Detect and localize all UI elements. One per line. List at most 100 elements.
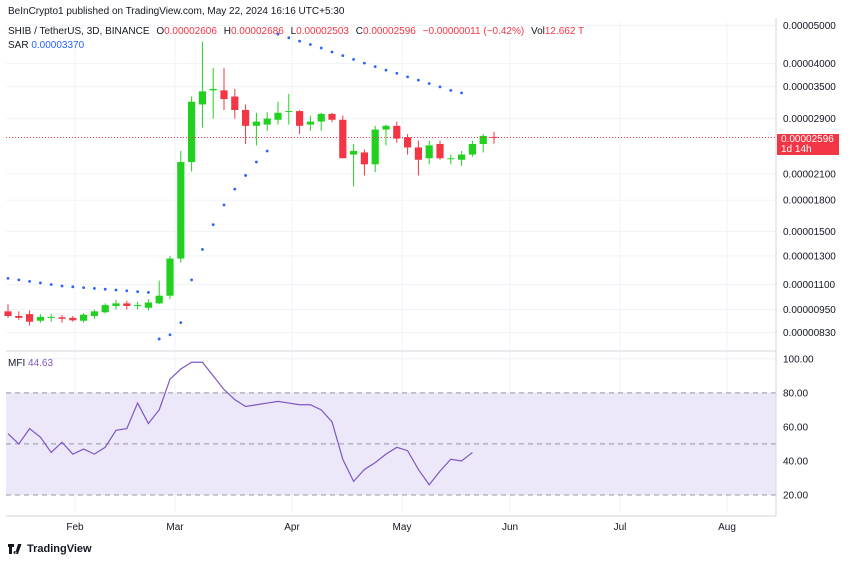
candle <box>382 124 390 146</box>
candle-body <box>15 315 23 318</box>
mfi-tick-label: 100.00 <box>783 354 814 365</box>
last-price-badge: 0.00002596 1d 14h <box>777 134 839 155</box>
candle-body <box>166 258 174 296</box>
time-tick-label: Feb <box>66 522 84 533</box>
candle-body <box>198 91 206 105</box>
candle <box>404 134 412 155</box>
sar-dot <box>319 46 323 50</box>
candle <box>15 311 23 320</box>
candle <box>479 134 487 153</box>
mfi-tick-label: 80.00 <box>783 388 808 399</box>
sar-label: SAR <box>8 40 29 51</box>
candle-body <box>306 121 314 125</box>
candle-body <box>425 145 433 159</box>
sar-dot <box>438 85 442 89</box>
sar-dot <box>17 278 21 282</box>
price-tick-label: 0.00002900 <box>783 114 836 125</box>
sar-dot <box>363 61 366 65</box>
candle <box>177 150 185 263</box>
sar-dot <box>28 279 31 283</box>
candle-body <box>252 121 260 126</box>
sar-dot <box>298 39 301 43</box>
candle <box>231 88 239 119</box>
low-value: 0.00002503 <box>296 26 349 37</box>
sar-dot <box>449 88 453 92</box>
symbol-label[interactable]: SHIB / TetherUS, 3D, BINANCE <box>8 26 150 37</box>
candle <box>188 96 196 172</box>
candle-body <box>134 305 142 307</box>
candle <box>350 143 358 187</box>
sar-dot <box>427 82 431 85</box>
candle-body <box>220 90 228 100</box>
candle <box>36 314 44 323</box>
candle-body <box>144 302 152 308</box>
candle-body <box>231 96 239 110</box>
candle-body <box>58 317 66 319</box>
time-tick-label: Apr <box>284 522 300 533</box>
price-tick-label: 0.00004000 <box>783 59 836 70</box>
candle <box>263 112 271 131</box>
sar-dot <box>352 57 355 61</box>
candle <box>328 112 336 123</box>
price-tick-label: 0.00003500 <box>783 82 836 93</box>
candle-body <box>414 147 422 160</box>
published-line: BeInCrypto1 published on TradingView.com… <box>8 6 345 17</box>
candle-body <box>26 314 34 322</box>
candle <box>490 131 498 144</box>
sar-series <box>6 32 463 341</box>
price-axis[interactable]: 0.00005000 0.00004000 0.00003500 0.00002900… <box>783 21 836 339</box>
sar-dot <box>147 291 150 294</box>
candle-body <box>47 316 55 318</box>
high-value: 0.00002686 <box>230 26 284 37</box>
candle <box>134 301 142 310</box>
price-tick-label: 0.00001300 <box>783 251 836 262</box>
pane-frames <box>6 18 777 517</box>
volume-label: Vol <box>530 26 545 37</box>
candle <box>198 41 206 128</box>
close-value: 0.00002596 <box>363 26 416 37</box>
mfi-value: 44.63 <box>28 358 54 369</box>
sar-dot <box>157 337 161 341</box>
sar-dot <box>211 223 215 227</box>
mfi-axis[interactable]: 100.00 80.00 60.00 40.00 20.00 <box>783 354 814 501</box>
time-tick-label: Mar <box>166 522 184 533</box>
candle-body <box>188 101 196 163</box>
candle-body <box>468 143 476 155</box>
price-tick-label: 0.00001800 <box>783 196 836 207</box>
candle-body <box>177 162 185 259</box>
sar-dot <box>114 288 118 292</box>
sar-legend[interactable]: SAR 0.00003370 <box>8 40 84 51</box>
candle-body <box>209 88 217 91</box>
candle <box>101 303 109 314</box>
candle-body <box>285 111 293 113</box>
time-axis[interactable]: Feb Mar Apr May Jun Jul Aug <box>66 522 736 533</box>
candle <box>69 315 77 322</box>
sar-dot <box>255 160 258 164</box>
candle <box>47 314 55 322</box>
candle <box>306 115 314 131</box>
mfi-legend[interactable]: MFI 44.63 <box>8 358 53 369</box>
mfi-line <box>7 361 473 486</box>
candle-body <box>4 311 12 316</box>
candle-body <box>80 314 88 321</box>
candle <box>425 140 433 165</box>
candle <box>112 299 120 310</box>
candle <box>123 300 131 310</box>
sar-dot <box>136 290 140 294</box>
candle <box>26 310 34 326</box>
candle-body <box>296 111 304 126</box>
candle-body <box>490 136 498 138</box>
candle <box>90 309 98 319</box>
tradingview-brand[interactable]: TradingView <box>8 543 92 555</box>
sar-dot <box>222 203 226 207</box>
sar-dot <box>276 32 280 36</box>
candle-body <box>447 158 455 160</box>
candle <box>155 280 163 305</box>
candle-body <box>350 150 358 155</box>
price-tick-label: 0.00001500 <box>783 227 836 238</box>
candle <box>58 315 66 323</box>
candle-body <box>360 152 368 165</box>
candle-body <box>263 118 271 125</box>
candle <box>447 154 455 165</box>
